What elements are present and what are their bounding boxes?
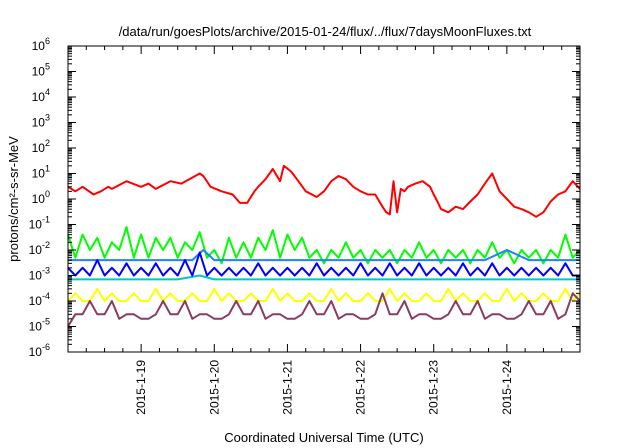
series-line-7 xyxy=(67,292,581,328)
y-tick-label: 104 xyxy=(32,87,50,104)
x-tick-label: 2015-1-20 xyxy=(207,360,221,415)
series-layer xyxy=(67,164,581,328)
y-axis-title: protons/cm²-s-sr-MeV xyxy=(6,136,21,262)
y-tick-label: 10-5 xyxy=(29,317,50,334)
y-tick-label: 102 xyxy=(32,138,50,155)
series-line-1 xyxy=(67,164,581,218)
x-tick-label: 2015-1-22 xyxy=(354,360,368,415)
series-line-2 xyxy=(67,226,581,265)
y-tick-label: 10-6 xyxy=(29,342,50,359)
series-line-3 xyxy=(68,274,580,281)
y-tick-label: 101 xyxy=(32,164,50,181)
series-line-6 xyxy=(67,287,581,302)
y-tick-label: 10-2 xyxy=(29,240,50,257)
x-tick-label: 2015-1-19 xyxy=(134,360,148,415)
y-tick-label: 10-3 xyxy=(29,266,50,283)
y-axis: 10-6 10-5 10-4 10-3 10-2 10-1 100 101 102 103 104 1… xyxy=(29,36,580,359)
y-tick-label: 10-1 xyxy=(29,215,50,232)
x-tick-label: 2015-1-21 xyxy=(280,360,294,415)
x-tick-label: 2015-1-24 xyxy=(500,360,514,415)
chart-title: /data/run/goesPlots/archive/2015-01-24/f… xyxy=(119,24,532,39)
y-tick-label: 10-4 xyxy=(29,291,50,308)
y-tick-label: 106 xyxy=(32,36,50,53)
series-line-4 xyxy=(68,249,580,262)
y-tick-label: 103 xyxy=(32,113,50,130)
series-line-5 xyxy=(67,251,580,277)
x-axis-title: Coordinated Universal Time (UTC) xyxy=(224,430,423,445)
y-tick-label: 100 xyxy=(32,189,50,206)
plot-frame xyxy=(67,45,581,353)
y-tick-label: 105 xyxy=(32,62,50,79)
x-axis: 2015-1-19 2015-1-20 2015-1-21 2015-1-22 2015… xyxy=(67,46,581,415)
x-tick-label: 2015-1-23 xyxy=(427,360,441,415)
